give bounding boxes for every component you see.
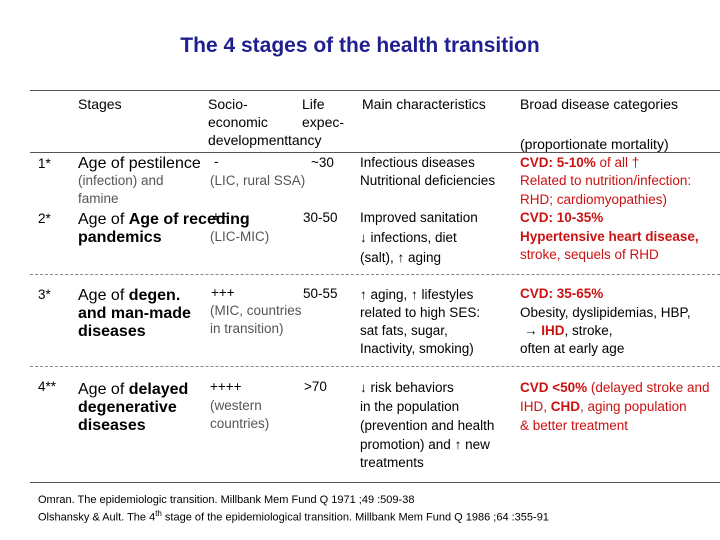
socio-region: (MIC, countries bbox=[210, 303, 302, 318]
footnote: Omran. The epidemiologic transition. Mil… bbox=[38, 494, 415, 506]
header-main: Main characteristics bbox=[362, 96, 486, 112]
main-char: Inactivity, smoking) bbox=[360, 341, 474, 356]
socio-region: (western bbox=[210, 398, 262, 413]
life-expectancy: 30-50 bbox=[303, 210, 338, 225]
up-arrow-icon: ↑ bbox=[411, 287, 418, 302]
right-arrow-icon: → bbox=[524, 323, 538, 338]
main-char: in the population bbox=[360, 399, 460, 414]
main-char: (prevention and health bbox=[360, 418, 495, 433]
up-arrow-icon: ↑ bbox=[360, 287, 367, 302]
header-socio-1: Socio- bbox=[208, 96, 248, 112]
row-number: 2* bbox=[38, 211, 51, 226]
header-life-1: Life bbox=[302, 96, 325, 112]
stage-sub: (infection) and bbox=[78, 173, 164, 188]
broad-cat: CVD: 35-65% bbox=[520, 286, 604, 301]
broad-cat: CVD: 5-10% of all † bbox=[520, 155, 640, 170]
stage-name: degenerative bbox=[78, 399, 177, 416]
header-stages: Stages bbox=[78, 96, 122, 112]
row-number: 3* bbox=[38, 287, 51, 302]
main-char: ↓ risk behaviors bbox=[360, 380, 454, 395]
life-expectancy: >70 bbox=[304, 379, 327, 394]
header-bottom-rule bbox=[30, 152, 720, 153]
stage-name: diseases bbox=[78, 417, 146, 434]
life-expectancy: ~30 bbox=[311, 155, 334, 170]
broad-cat: stroke, sequels of RHD bbox=[520, 247, 659, 262]
stage-name: Age of Age of receding bbox=[78, 211, 250, 228]
main-char: Improved sanitation bbox=[360, 210, 478, 225]
main-char: promotion) and ↑ new bbox=[360, 437, 490, 452]
socio-level: - bbox=[214, 154, 219, 169]
main-char: sat fats, sugar, bbox=[360, 323, 448, 338]
header-socio-2: economic bbox=[208, 114, 268, 130]
broad-cat: RHD; cardiomyopathies) bbox=[520, 192, 668, 207]
footnote: Olshansky & Ault. The 4th stage of the e… bbox=[38, 509, 549, 524]
header-socio-3: development bbox=[208, 132, 289, 148]
socio-region: (LIC-MIC) bbox=[210, 229, 270, 244]
broad-cat: IHD, CHD, aging population bbox=[520, 399, 687, 414]
main-char: (salt), ↑ aging bbox=[360, 250, 442, 265]
broad-cat: Hypertensive heart disease, bbox=[520, 229, 699, 244]
socio-region: in transition) bbox=[210, 321, 284, 336]
broad-cat: CVD <50% (delayed stroke and bbox=[520, 380, 710, 395]
stage-name: pandemics bbox=[78, 229, 162, 246]
row-number: 4** bbox=[38, 379, 57, 394]
row-divider bbox=[30, 366, 720, 367]
main-char: treatments bbox=[360, 455, 424, 470]
broad-cat: → IHD, stroke, bbox=[524, 323, 613, 338]
socio-region: countries) bbox=[210, 416, 270, 431]
header-life-3: tancy bbox=[288, 132, 322, 148]
broad-cat: Obesity, dyslipidemias, HBP, bbox=[520, 305, 691, 320]
header-broad-sub: (proportionate mortality) bbox=[520, 136, 669, 152]
socio-level: ++ bbox=[212, 209, 228, 224]
row-divider bbox=[30, 274, 720, 275]
stage-name: and man-made bbox=[78, 305, 191, 322]
socio-region: (LIC, rural SSA) bbox=[210, 173, 306, 188]
stage-name: Age of delayed bbox=[78, 381, 189, 398]
down-arrow-icon: ↓ bbox=[360, 230, 367, 245]
stage-name: Age of degen. bbox=[78, 287, 181, 304]
main-char: ↑ aging, ↑ lifestyles bbox=[360, 287, 474, 302]
up-arrow-icon: ↑ bbox=[397, 250, 405, 265]
row-number: 1* bbox=[38, 156, 51, 171]
broad-cat: Related to nutrition/infection: bbox=[520, 173, 692, 188]
broad-cat: often at early age bbox=[520, 341, 625, 356]
life-expectancy: 50-55 bbox=[303, 286, 338, 301]
socio-level: +++ bbox=[211, 285, 235, 300]
broad-cat: CVD: 10-35% bbox=[520, 210, 604, 225]
stage-name: Age of pestilence bbox=[78, 155, 201, 172]
main-char: Infectious diseases bbox=[360, 155, 475, 170]
broad-cat: & better treatment bbox=[520, 418, 629, 433]
page-title: The 4 stages of the health transition bbox=[180, 34, 540, 57]
stage-sub: famine bbox=[78, 191, 119, 206]
main-char: related to high SES: bbox=[360, 305, 481, 320]
down-arrow-icon: ↓ bbox=[360, 380, 367, 395]
main-char: Nutritional deficiencies bbox=[360, 173, 496, 188]
up-arrow-icon: ↑ bbox=[454, 437, 462, 452]
stage-name: diseases bbox=[78, 323, 146, 340]
table-top-rule bbox=[30, 90, 720, 91]
header-life-2: expec- bbox=[302, 114, 345, 130]
socio-level: ++++ bbox=[210, 379, 242, 394]
table-bottom-rule bbox=[30, 482, 720, 483]
header-broad: Broad disease categories bbox=[520, 96, 678, 112]
main-char: ↓ infections, diet bbox=[360, 230, 457, 245]
